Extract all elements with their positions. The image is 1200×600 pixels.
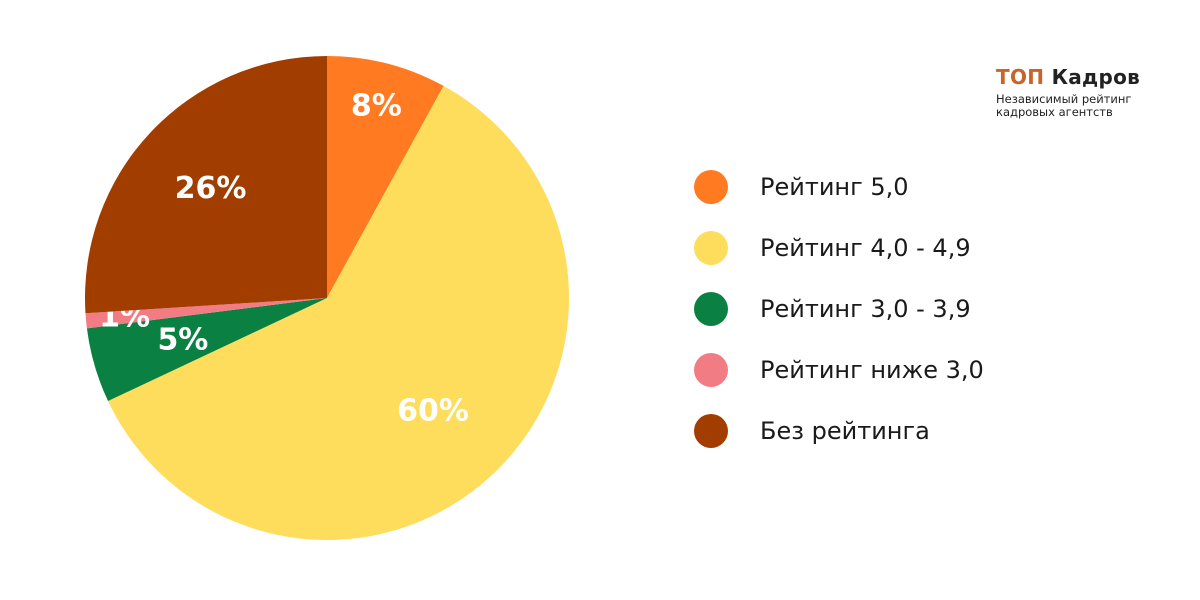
slice-data-label: 8%: [351, 88, 402, 123]
legend-label: Рейтинг 5,0: [760, 172, 909, 201]
pie-chart: 8%60%5%1%26%: [85, 56, 569, 541]
brand-subtitle-line1: Независимый рейтинг: [996, 92, 1132, 106]
legend-label: Без рейтинга: [760, 416, 930, 445]
legend-label: Рейтинг 4,0 - 4,9: [760, 233, 971, 262]
slice-data-label: 26%: [175, 171, 247, 206]
brand-title-top: ТОП: [996, 65, 1045, 89]
legend-item: Без рейтинга: [694, 400, 984, 461]
brand-logo: ТОП Кадров Независимый рейтинг кадровых …: [996, 64, 1140, 119]
legend-label: Рейтинг 3,0 - 3,9: [760, 294, 971, 323]
pie-slice: [85, 298, 327, 329]
pie-slice: [108, 85, 569, 541]
legend-swatch: [694, 291, 728, 326]
legend-item: Рейтинг 4,0 - 4,9: [694, 217, 984, 278]
legend-item: Рейтинг 3,0 - 3,9: [694, 278, 984, 339]
pie-slice: [327, 56, 444, 298]
pie-slice: [85, 56, 327, 314]
slice-data-label: 60%: [397, 393, 469, 428]
pie-slice: [86, 298, 328, 402]
chart-legend: Рейтинг 5,0 Рейтинг 4,0 - 4,9 Рейтинг 3,…: [694, 156, 984, 461]
brand-title-kadrov: Кадров: [1051, 65, 1141, 89]
legend-swatch: [694, 413, 728, 448]
legend-item: Рейтинг ниже 3,0: [694, 339, 984, 400]
slice-data-label: 5%: [157, 322, 208, 357]
legend-item: Рейтинг 5,0: [694, 156, 984, 217]
legend-swatch: [694, 352, 728, 387]
brand-subtitle-line2: кадровых агентств: [996, 105, 1113, 119]
legend-swatch: [694, 230, 728, 265]
legend-swatch: [694, 169, 728, 204]
brand-title: ТОП Кадров: [996, 64, 1140, 90]
legend-label: Рейтинг ниже 3,0: [760, 355, 984, 384]
